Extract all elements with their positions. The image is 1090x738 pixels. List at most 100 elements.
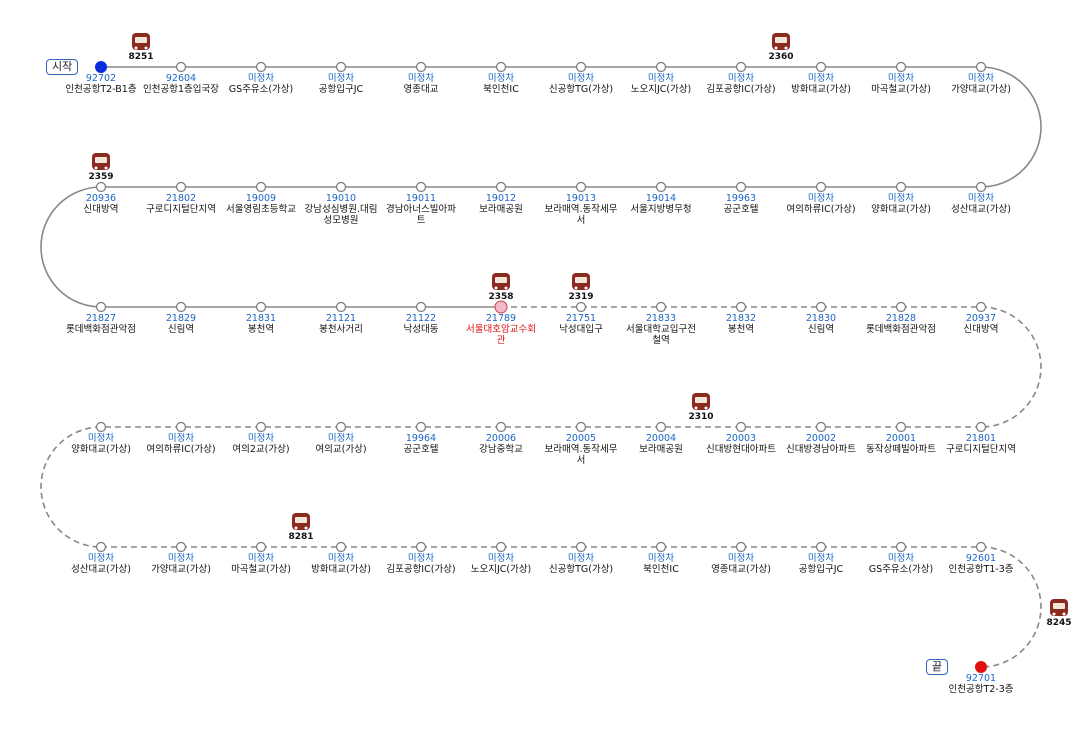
stop-code: 미정차 [407, 73, 435, 84]
bus-icon [132, 33, 150, 50]
stop-name: 보라매공원 [639, 444, 683, 455]
stop-name: 서울영림초등학교 [226, 204, 296, 215]
stop-name: 보라매역.동작세무서 [544, 444, 618, 466]
bus-wheel [1052, 612, 1056, 616]
stop-name: 구로디지털단지역 [146, 204, 216, 215]
route-line [980, 306, 1042, 428]
stop-code: 20936 [85, 193, 117, 204]
stop-code: 21789 [485, 313, 517, 324]
stop-code: 미정차 [887, 193, 915, 204]
stop-node [495, 541, 507, 553]
stop-name: 동작상떼빌아파트 [866, 444, 936, 455]
stop-name: 롯데백화점관악점 [66, 324, 136, 335]
stop-name: 서울지방병무청 [630, 204, 692, 215]
stop-code: 미정차 [887, 73, 915, 84]
bus-wheel [584, 286, 588, 290]
stop-node [975, 181, 987, 193]
stop-code: 20001 [885, 433, 917, 444]
stop-code: 92601 [965, 553, 997, 564]
stop-node [975, 301, 987, 313]
stop-node [335, 421, 347, 433]
stop-node [495, 61, 507, 73]
stop-node [335, 181, 347, 193]
stop-code: 21832 [725, 313, 757, 324]
bus-number: 2310 [688, 412, 714, 422]
bus-wheel [134, 46, 138, 50]
stop-code: 미정차 [247, 73, 275, 84]
stop-name: 성산대교(가상) [71, 564, 131, 575]
stop-name: 낙성대동 [403, 324, 439, 335]
stop-name: 서울대학교입구전철역 [626, 324, 696, 346]
stop-code: 21122 [405, 313, 437, 324]
stop-node [735, 421, 747, 433]
stop-name: 인천공항T1-3층 [948, 564, 1014, 575]
bus-icon [772, 33, 790, 50]
stop-node [335, 541, 347, 553]
stop-code: 미정차 [87, 433, 115, 444]
bus-icon [492, 273, 510, 290]
stop-name: 공항입구JC [798, 564, 844, 575]
stop-node [255, 181, 267, 193]
stop-code: 미정차 [807, 73, 835, 84]
route-line [980, 546, 1042, 668]
stop-name: 공군호텔 [403, 444, 439, 455]
stop-name: 마곡철교(가상) [231, 564, 291, 575]
stop-node [895, 61, 907, 73]
stop-node [895, 301, 907, 313]
stop-node [815, 421, 827, 433]
stop-node [575, 541, 587, 553]
stop-name: 보라매역.동작세무서 [544, 204, 618, 226]
stop-node [494, 300, 508, 314]
stop-code: 20005 [565, 433, 597, 444]
bus-wheel [774, 46, 778, 50]
bus-window [495, 277, 507, 283]
stop-name: GS주유소(가상) [868, 564, 934, 575]
stop-node [815, 181, 827, 193]
stop-name: 신대방현대아파트 [706, 444, 776, 455]
stop-name: 봉천사거리 [319, 324, 363, 335]
stop-node [575, 181, 587, 193]
route-line [980, 66, 1042, 188]
bus-wheel [104, 166, 108, 170]
stop-code: 21829 [165, 313, 197, 324]
stop-name: 가양대교(가상) [951, 84, 1011, 95]
stop-name: 영종대교(가상) [711, 564, 771, 575]
stop-node [415, 301, 427, 313]
stop-code: 21830 [805, 313, 837, 324]
bus-window [775, 37, 787, 43]
bus-window [135, 37, 147, 43]
stop-name: 영종대교 [403, 84, 439, 95]
stop-code: 20003 [725, 433, 757, 444]
route-line [40, 426, 102, 548]
stop-node [975, 61, 987, 73]
stop-name: 강남성심병원.대림성모병원 [304, 204, 378, 226]
stop-node [95, 421, 107, 433]
stop-code: 19014 [645, 193, 677, 204]
stop-name: 보라매공원 [479, 204, 523, 215]
stop-code: 21828 [885, 313, 917, 324]
stop-name: 봉천역 [247, 324, 275, 335]
stop-code: 미정차 [807, 193, 835, 204]
stop-name: 신대방역 [963, 324, 999, 335]
stop-node [575, 301, 587, 313]
stop-code: 미정차 [647, 73, 675, 84]
bus-wheel [144, 46, 148, 50]
stop-code: 미정차 [967, 193, 995, 204]
stop-node [175, 181, 187, 193]
stop-name: 신대방경남아파트 [786, 444, 856, 455]
stop-node [95, 181, 107, 193]
stop-code: 21751 [565, 313, 597, 324]
stop-node [735, 181, 747, 193]
stop-name: 노오지JC(가상) [630, 84, 692, 95]
stop-node [975, 541, 987, 553]
stop-name: 신대방역 [83, 204, 119, 215]
stop-name: 북인천IC [643, 564, 679, 575]
stop-name: 경남아너스빌아파트 [386, 204, 456, 226]
stop-name: 김포공항IC(가상) [706, 84, 776, 95]
start-label: 시작 [46, 59, 79, 75]
stop-node [735, 61, 747, 73]
stop-name: 강남중학교 [479, 444, 523, 455]
bus-number: 2319 [568, 292, 594, 302]
stop-name: 서울대호암교수회관 [466, 324, 536, 346]
